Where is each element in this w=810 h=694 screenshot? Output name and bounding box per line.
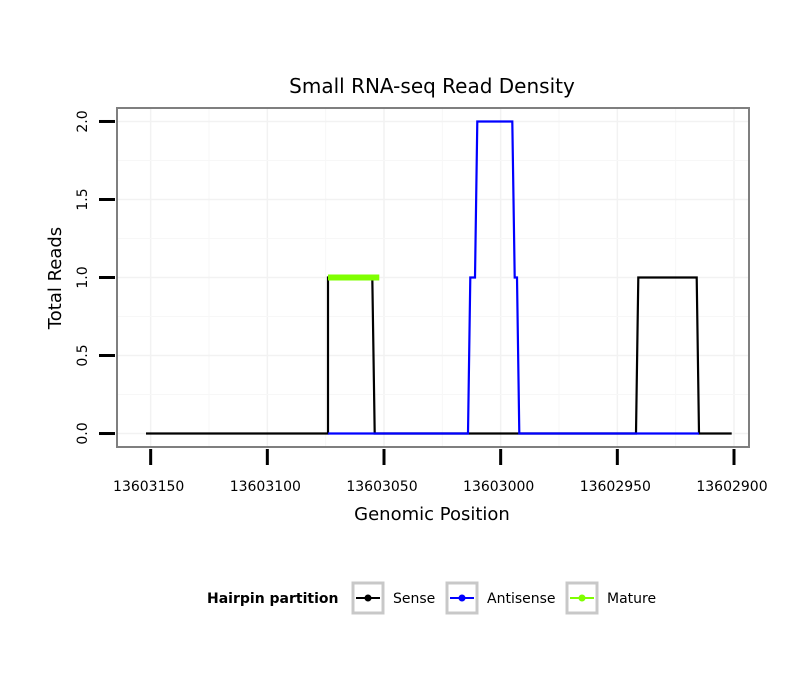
plot-border (116, 107, 750, 448)
x-tick-label: 13603100 (230, 479, 301, 495)
legend-key-point (578, 594, 586, 602)
y-tick-label: 0.5 (75, 344, 91, 366)
y-tick-label: 0.0 (75, 422, 91, 444)
legend-title: Hairpin partition (207, 591, 338, 607)
chart-title: Small RNA-seq Read Density (289, 74, 575, 98)
legend: Hairpin partition Sense Antisense Mature (207, 581, 656, 615)
x-tick-label: 13602950 (580, 479, 651, 495)
y-tick-label: 1.5 (75, 188, 91, 210)
legend-key-point (364, 594, 372, 602)
legend-label-sense: Sense (393, 591, 435, 607)
y-tick-label: 2.0 (75, 110, 91, 132)
axes: 13603150 13603100 13603050 13603000 13602950… (75, 110, 768, 495)
series-antisense-line (328, 120, 699, 435)
x-tick-label: 13602900 (696, 479, 767, 495)
legend-label-mature: Mature (607, 591, 656, 607)
x-axis-label: Genomic Position (354, 504, 510, 525)
x-tick-label: 13603050 (346, 479, 417, 495)
legend-key-point (458, 594, 466, 602)
x-tick-label: 13603000 (463, 479, 534, 495)
y-axis-label: Total Reads (45, 227, 66, 330)
legend-label-antisense: Antisense (487, 591, 556, 607)
y-tick-label: 1.0 (75, 266, 91, 288)
data-series (146, 120, 732, 435)
x-tick-label: 13603150 (113, 479, 184, 495)
